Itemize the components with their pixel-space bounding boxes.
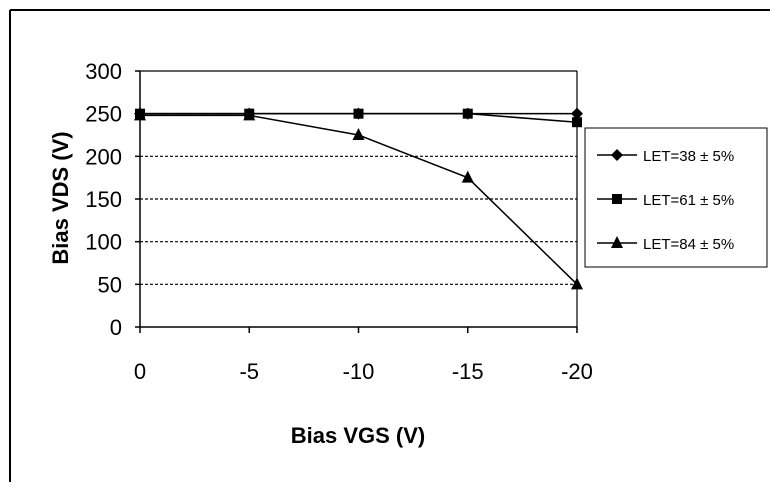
legend-item: LET=38 ± 5% <box>597 148 734 165</box>
data-point <box>352 128 365 140</box>
y-tick-label: 200 <box>85 144 122 169</box>
x-tick-label: 0 <box>134 359 146 384</box>
x-tick-label: -10 <box>343 359 375 384</box>
legend-item: LET=61 ± 5% <box>597 192 734 209</box>
y-tick-label: 50 <box>98 272 122 297</box>
series-line <box>140 114 578 285</box>
data-point <box>353 108 364 119</box>
x-tick-labels: 0 -5 -10 -15 -20 <box>134 359 593 384</box>
series-3 <box>134 108 583 290</box>
x-tick-label: -20 <box>561 359 593 384</box>
data-point <box>134 108 146 121</box>
y-tick-label: 0 <box>110 315 122 340</box>
x-tick-label: -5 <box>239 359 259 384</box>
legend-label: LET=38 ± 5% <box>643 148 734 165</box>
data-point <box>462 108 473 119</box>
data-point <box>571 277 583 290</box>
data-point <box>572 117 582 128</box>
y-tick-label: 150 <box>85 187 122 212</box>
x-tick-label: -15 <box>452 359 484 384</box>
y-axis-title: Bias VDS (V) <box>48 131 73 264</box>
data-point <box>571 107 583 120</box>
legend-label: LET=84 ± 5% <box>643 236 734 253</box>
x-axis-title: Bias VGS (V) <box>291 423 425 448</box>
series-2 <box>135 108 582 128</box>
data-point <box>461 170 474 183</box>
y-tick-label: 250 <box>85 102 122 127</box>
legend-marker <box>611 149 623 161</box>
y-tick-label: 300 <box>85 59 122 84</box>
series-group <box>134 107 583 290</box>
legend-item: LET=84 ± 5% <box>597 236 734 253</box>
legend-marker <box>611 236 623 248</box>
y-tick-labels: 0 50 100 150 200 250 300 <box>85 59 122 340</box>
legend-label: LET=61 ± 5% <box>643 192 734 209</box>
legend-marker <box>612 194 622 204</box>
data-point <box>243 108 256 121</box>
legend: LET=38 ± 5% LET=61 ± 5% LET=84 ± 5% <box>584 127 768 268</box>
y-tick-label: 100 <box>85 230 122 255</box>
